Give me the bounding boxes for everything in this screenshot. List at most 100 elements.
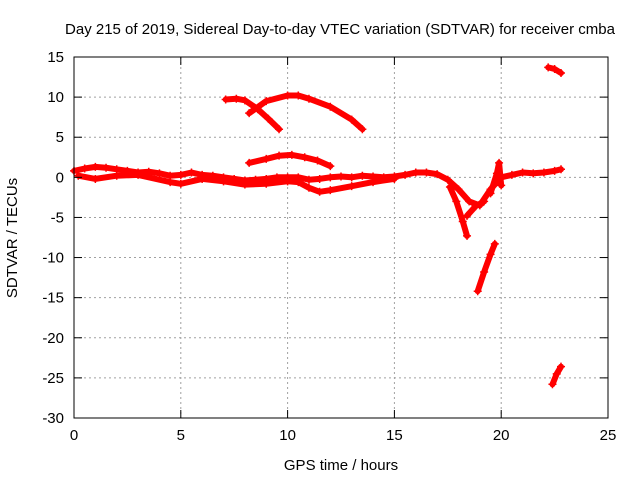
series-arc-1 — [245, 91, 367, 134]
data-point — [557, 69, 566, 78]
data-point — [492, 169, 501, 178]
series-band — [474, 240, 498, 295]
x-tick-label: 25 — [600, 427, 617, 444]
y-tick-label: -5 — [51, 209, 64, 226]
data-point — [445, 182, 454, 191]
series-drop-1 — [445, 182, 472, 240]
x-tick-label: 10 — [279, 427, 296, 444]
data-point — [326, 173, 335, 182]
data-point — [313, 156, 322, 165]
y-tick-label: -10 — [42, 250, 64, 267]
y-tick-label: -25 — [42, 370, 64, 387]
y-tick-label: 0 — [56, 169, 64, 186]
data-point — [219, 177, 228, 186]
data-points — [70, 63, 566, 389]
data-point — [358, 171, 367, 180]
data-point — [294, 91, 303, 100]
data-point — [443, 175, 452, 184]
data-point — [304, 94, 313, 103]
data-point — [221, 95, 230, 104]
data-point — [471, 202, 480, 211]
data-point — [497, 181, 506, 190]
data-point — [304, 183, 313, 192]
data-point — [300, 153, 309, 162]
data-point — [155, 169, 164, 178]
data-point — [262, 179, 271, 188]
plot-frame — [73, 56, 609, 419]
data-point — [337, 172, 345, 181]
axis-ticks — [73, 56, 609, 419]
series-drop-3 — [473, 239, 499, 296]
data-point — [347, 173, 356, 182]
data-point — [552, 369, 561, 378]
x-tick-labels: 0 5 10 15 20 25 — [70, 427, 617, 444]
series-lower-band — [74, 170, 399, 196]
data-point — [507, 170, 516, 179]
data-point — [304, 175, 313, 184]
data-point — [74, 171, 83, 180]
data-point — [134, 170, 143, 179]
data-point — [495, 158, 504, 167]
data-point — [452, 197, 461, 206]
data-point — [91, 174, 100, 183]
data-point — [166, 178, 175, 187]
y-axis-label: SDTVAR / TECUs — [4, 178, 21, 298]
data-point — [490, 239, 499, 248]
data-point — [458, 217, 467, 226]
data-point — [411, 168, 420, 177]
data-point — [480, 267, 489, 276]
data-point — [264, 114, 273, 123]
y-tick-label: -20 — [42, 330, 64, 347]
series-spike — [486, 158, 506, 198]
data-point — [240, 96, 249, 105]
y-tick-label: 15 — [47, 49, 64, 66]
data-point — [187, 168, 196, 177]
data-point — [176, 170, 185, 179]
y-tick-label: -15 — [42, 290, 64, 307]
data-point — [275, 151, 284, 160]
data-point — [245, 109, 254, 118]
data-point — [465, 197, 474, 206]
y-tick-label: -30 — [42, 410, 64, 427]
data-point — [454, 185, 463, 194]
data-point — [102, 163, 111, 172]
data-point — [262, 154, 271, 163]
data-point — [463, 211, 472, 220]
data-point — [315, 174, 324, 183]
data-point — [358, 125, 367, 134]
data-point — [480, 197, 489, 206]
series-band — [446, 184, 470, 239]
data-point — [550, 166, 559, 175]
series-drop-2 — [463, 197, 489, 220]
data-point — [529, 169, 538, 178]
series-arc-3 — [245, 150, 335, 171]
data-point — [112, 171, 121, 180]
data-point — [486, 250, 495, 259]
data-point — [347, 115, 356, 124]
y-tick-label: 5 — [56, 129, 64, 146]
data-point — [473, 287, 482, 296]
data-point — [548, 380, 557, 389]
data-point — [283, 91, 292, 100]
data-point — [550, 65, 559, 74]
data-point — [347, 182, 356, 191]
y-tick-labels: 15 10 5 0 -5 -10 -15 -20 -25 -30 — [42, 49, 64, 427]
series-top-right — [544, 63, 566, 78]
data-point — [240, 180, 249, 189]
data-point — [557, 362, 566, 371]
x-tick-label: 15 — [386, 427, 403, 444]
chart-title: Day 215 of 2019, Sidereal Day-to-day VTE… — [65, 21, 616, 38]
series-band — [487, 159, 505, 197]
series-bottom-right — [548, 362, 566, 389]
data-point — [176, 179, 185, 188]
data-point — [433, 170, 442, 179]
data-point — [275, 125, 284, 134]
data-point — [369, 178, 378, 187]
data-point — [198, 174, 207, 183]
data-point — [390, 174, 399, 183]
x-tick-label: 0 — [70, 427, 78, 444]
data-point — [294, 178, 303, 187]
data-point — [315, 187, 324, 196]
